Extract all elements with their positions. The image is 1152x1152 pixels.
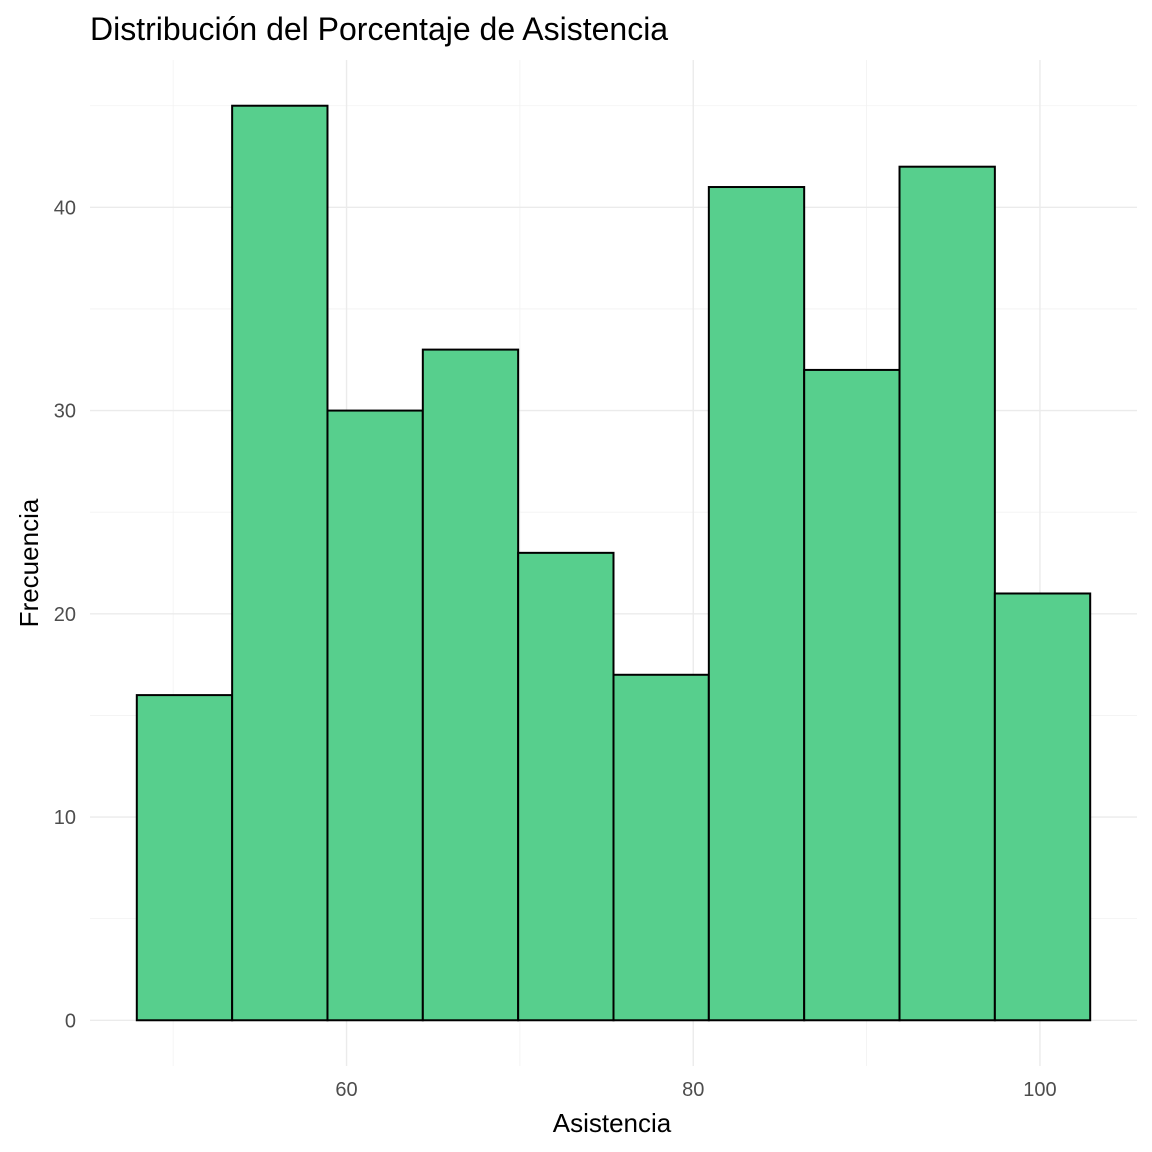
y-tick-label: 20 [54, 604, 76, 626]
x-tick-label: 80 [682, 1079, 704, 1101]
axis-tick-labels: 0 10 20 30 40 60 80 100 [54, 197, 1057, 1101]
x-tick-label: 60 [335, 1079, 357, 1101]
histogram-bar [707, 186, 806, 1022]
histogram-bar [326, 409, 424, 1022]
y-tick-label: 0 [65, 1010, 76, 1032]
histogram-bar [803, 368, 901, 1022]
histogram-bar [517, 551, 615, 1022]
histogram-bar [421, 348, 520, 1022]
histogram-bar [612, 673, 710, 1022]
histogram-bar [231, 104, 329, 1022]
histogram-bar [135, 694, 234, 1022]
y-tick-label: 10 [54, 807, 76, 829]
y-tick-label: 40 [54, 197, 76, 219]
chart-title: Distribución del Porcentaje de Asistenci… [90, 11, 668, 47]
y-axis-title: Frecuencia [14, 498, 44, 627]
histogram-bar [898, 165, 996, 1022]
y-tick-label: 30 [54, 401, 76, 423]
histogram-bars [135, 104, 1092, 1022]
histogram-bar [993, 592, 1092, 1022]
x-axis-title: Asistencia [553, 1108, 672, 1138]
x-tick-label: 100 [1023, 1079, 1056, 1101]
